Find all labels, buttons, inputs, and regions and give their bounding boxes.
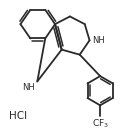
Text: NH: NH	[92, 36, 105, 45]
Text: HCl: HCl	[9, 111, 27, 121]
Text: NH: NH	[22, 83, 35, 92]
Text: CF$_3$: CF$_3$	[92, 117, 109, 130]
